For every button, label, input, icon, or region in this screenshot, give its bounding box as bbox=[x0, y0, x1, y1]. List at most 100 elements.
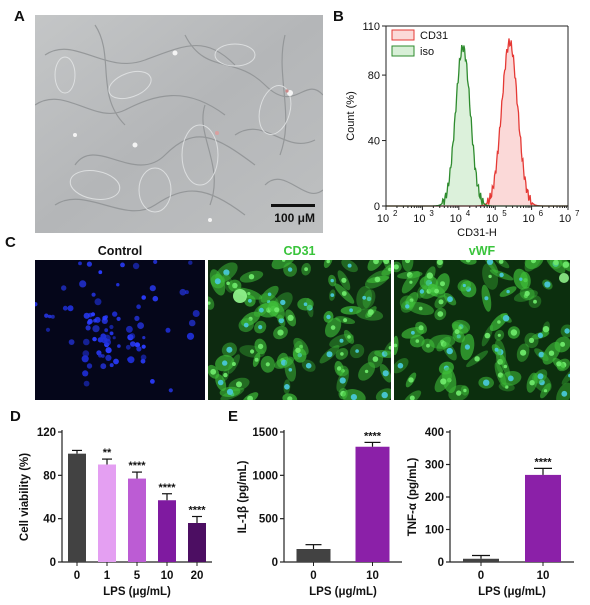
cell-nucleus bbox=[265, 362, 270, 367]
cell-nucleus bbox=[474, 356, 480, 362]
x-axis-label: LPS (μg/mL) bbox=[478, 586, 546, 598]
cell-nucleus bbox=[364, 369, 369, 374]
cell-nucleus bbox=[484, 296, 489, 301]
bar bbox=[98, 464, 116, 562]
y-axis-label: Count (%) bbox=[345, 91, 357, 141]
cd31-area bbox=[386, 38, 568, 207]
nucleus bbox=[83, 380, 90, 387]
bar bbox=[68, 453, 86, 562]
nucleus bbox=[142, 336, 146, 340]
cell-nucleus bbox=[464, 344, 470, 350]
cell-nucleus bbox=[539, 379, 545, 386]
cell-nucleus bbox=[405, 260, 411, 264]
nucleus bbox=[62, 305, 68, 311]
nucleus bbox=[81, 355, 89, 363]
cell-nucleus bbox=[415, 339, 420, 343]
cell-nucleus bbox=[553, 260, 559, 266]
nucleus bbox=[192, 310, 200, 317]
cell-nucleus bbox=[274, 307, 280, 313]
nucleus bbox=[188, 319, 196, 327]
cell-nucleus bbox=[226, 388, 234, 395]
y-tick-label: 40 bbox=[368, 136, 380, 148]
nucleus bbox=[184, 290, 189, 295]
bar bbox=[355, 446, 390, 562]
significance-marker: **** bbox=[534, 456, 552, 468]
cell-nucleus bbox=[484, 332, 491, 339]
y-tick-label: 0 bbox=[272, 557, 278, 569]
bar bbox=[128, 478, 146, 562]
nucleus bbox=[82, 370, 89, 377]
cell-nucleus bbox=[305, 362, 312, 369]
nucleus bbox=[94, 298, 102, 306]
nucleus bbox=[47, 314, 52, 319]
tnfa-chart: 0 100 200 300 400 0 10 **** LPS (μg/mL) TNF-α (pg… bbox=[407, 427, 574, 598]
y-tick-label: 0 bbox=[374, 201, 380, 213]
cell-nucleus bbox=[528, 337, 535, 343]
nucleus bbox=[86, 320, 92, 325]
cell-nucleus bbox=[210, 368, 217, 375]
cell-nucleus bbox=[520, 349, 527, 356]
cell-nucleus bbox=[543, 389, 548, 393]
cell-nucleus bbox=[446, 347, 453, 355]
cell-nucleus bbox=[304, 267, 308, 272]
cell-nucleus bbox=[419, 289, 425, 294]
nucleus bbox=[45, 327, 51, 332]
fluorescence-image-vwf bbox=[394, 260, 570, 400]
cell-nucleus bbox=[548, 350, 555, 356]
cell-nucleus bbox=[231, 362, 236, 366]
panel-label-d: D bbox=[10, 408, 21, 425]
cell-nucleus bbox=[483, 379, 490, 386]
y-axis-label: IL-1β (pg/mL) bbox=[237, 460, 249, 533]
x-tick-label: 10 bbox=[486, 213, 498, 225]
il1b-chart: 0 500 1000 1500 0 10 **** LPS (μg/mL) IL-1β (pg/… bbox=[237, 427, 402, 598]
nucleus bbox=[136, 346, 142, 352]
legend-label-iso: iso bbox=[420, 46, 434, 58]
cell-nucleus bbox=[339, 338, 344, 343]
bar bbox=[525, 474, 561, 562]
cell-nucleus bbox=[248, 274, 255, 280]
cell-nucleus bbox=[223, 372, 228, 378]
scale-bar bbox=[271, 204, 315, 207]
cell-nucleus bbox=[208, 301, 211, 305]
x-tick-exponent: 5 bbox=[502, 209, 507, 218]
cell-nucleus bbox=[362, 295, 367, 300]
cell-nucleus bbox=[326, 314, 331, 320]
x-tick-label: 10 bbox=[366, 570, 379, 582]
cell-nucleus bbox=[506, 289, 510, 294]
cell-nucleus bbox=[409, 280, 413, 284]
y-tick-label: 1000 bbox=[252, 470, 278, 482]
legend-swatch-cd31 bbox=[391, 29, 415, 41]
cell-nucleus bbox=[232, 282, 238, 289]
x-tick-exponent: 3 bbox=[429, 209, 434, 218]
y-tick-label: 200 bbox=[425, 492, 444, 504]
cell-nucleus bbox=[463, 388, 467, 393]
cell-nucleus bbox=[564, 328, 570, 334]
cell-nucleus bbox=[247, 395, 253, 400]
x-tick-label: 10 bbox=[450, 213, 462, 225]
micrograph-cells bbox=[35, 15, 323, 233]
nucleus bbox=[50, 314, 55, 319]
cell-nucleus bbox=[503, 364, 508, 369]
nucleus bbox=[136, 304, 141, 309]
x-tick-label: 20 bbox=[191, 570, 204, 582]
cell-nucleus bbox=[288, 368, 293, 372]
y-axis-label: Cell viability (%) bbox=[19, 453, 31, 541]
x-tick-label: 10 bbox=[377, 213, 389, 225]
nucleus bbox=[109, 363, 114, 368]
nucleus bbox=[86, 261, 92, 267]
significance-marker: ** bbox=[103, 447, 112, 459]
nucleus bbox=[129, 333, 136, 340]
cd31-stained-cells bbox=[208, 260, 391, 400]
x-axis-label: CD31-H bbox=[457, 227, 497, 239]
cell-nucleus bbox=[388, 346, 391, 350]
nucleus bbox=[116, 316, 121, 321]
x-tick-label: 10 bbox=[161, 570, 174, 582]
cell-nucleus bbox=[297, 352, 302, 358]
nucleus bbox=[126, 325, 133, 333]
x-axis-label: LPS (μg/mL) bbox=[309, 586, 377, 598]
x-tick-label: 10 bbox=[413, 213, 425, 225]
y-tick-label: 80 bbox=[43, 470, 56, 482]
nucleus bbox=[85, 325, 91, 331]
cell-nucleus bbox=[519, 277, 523, 281]
nucleus bbox=[105, 354, 112, 361]
